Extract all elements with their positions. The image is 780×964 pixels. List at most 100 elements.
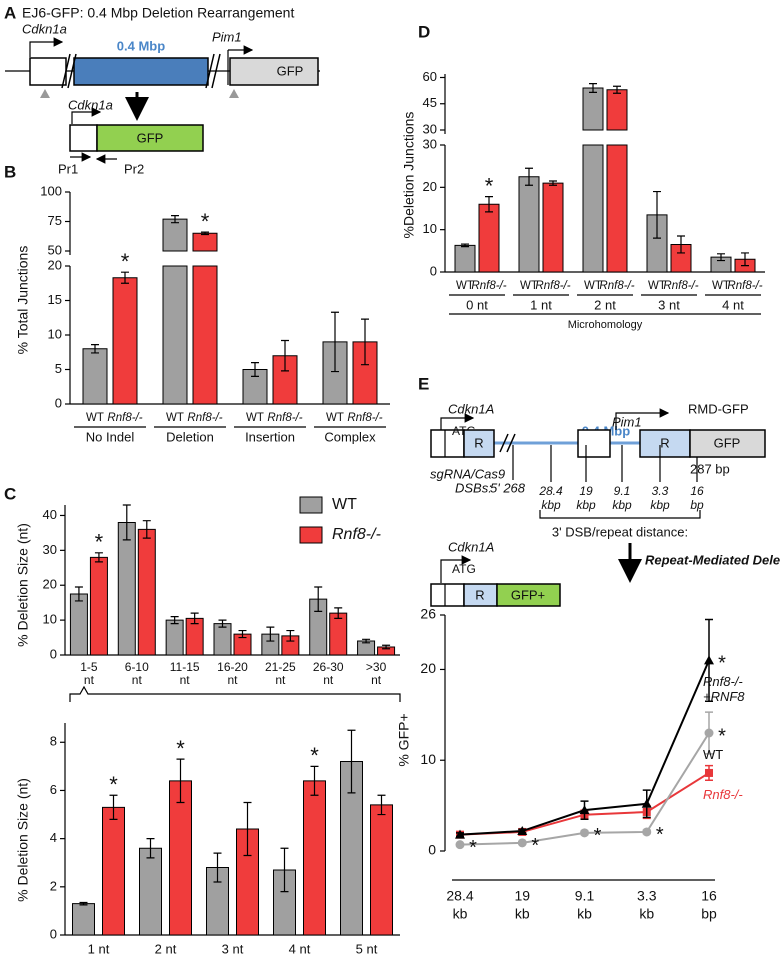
bar-label: WT bbox=[86, 412, 104, 424]
bar bbox=[377, 646, 396, 656]
y-axis-label: % Total Junctions bbox=[15, 246, 31, 355]
reporter-label: GFP bbox=[277, 63, 304, 78]
gene-label: Pim1 bbox=[612, 414, 642, 429]
x-tick-label: 11-15 bbox=[170, 660, 200, 674]
reporter-label: GFP bbox=[137, 130, 164, 145]
x-tick-label: 3 nt bbox=[222, 941, 244, 956]
error-bar bbox=[377, 794, 386, 816]
bar bbox=[102, 806, 125, 936]
marker bbox=[455, 829, 465, 839]
bar-label: WT bbox=[246, 412, 264, 424]
gene-box bbox=[430, 583, 465, 607]
bar bbox=[69, 593, 88, 656]
y-tick-label: 10 bbox=[423, 221, 437, 236]
series-label: Rnf8-/- bbox=[703, 786, 743, 802]
bar bbox=[261, 633, 280, 656]
series-label: Rnf8-/- +RNF8 bbox=[703, 674, 745, 705]
x-tick-label: >30 bbox=[366, 660, 387, 674]
bar bbox=[206, 867, 229, 936]
gene-box bbox=[29, 57, 67, 86]
error-bar bbox=[613, 85, 621, 94]
marker bbox=[517, 826, 528, 836]
repeat-length: 287 bp bbox=[690, 461, 730, 476]
dsb-distance: 19 bbox=[579, 484, 593, 498]
asterisk: * bbox=[485, 173, 494, 198]
error-bar bbox=[361, 318, 369, 366]
error-bar bbox=[146, 838, 155, 859]
panel-label: A bbox=[4, 3, 16, 22]
y-axis-label: % GFP+ bbox=[396, 713, 412, 766]
y-tick-label: 0 bbox=[428, 842, 436, 858]
error-bar bbox=[122, 504, 131, 541]
bar-label: WT bbox=[584, 280, 602, 292]
asterisk: * bbox=[310, 743, 319, 768]
dsb-distance-unit: kbp bbox=[650, 498, 670, 512]
dsb-distance-unit: kbp bbox=[576, 498, 596, 512]
x-tick-label: 19 bbox=[514, 888, 530, 904]
asterisk: * bbox=[469, 837, 477, 859]
bar-label: Rnf8-/- bbox=[107, 412, 142, 424]
promoter-arrow bbox=[29, 37, 64, 57]
marker bbox=[517, 838, 527, 848]
y-tick-label: 50 bbox=[48, 242, 62, 257]
marker bbox=[579, 805, 590, 815]
asterisk: * bbox=[201, 209, 210, 234]
error-bar bbox=[314, 586, 323, 612]
y-tick-label: 6 bbox=[50, 782, 57, 797]
bar-label: Rnf8-/- bbox=[347, 412, 382, 424]
error-bar bbox=[190, 612, 199, 625]
panel-label: D bbox=[418, 22, 430, 41]
x-tick-label: 16-20 bbox=[217, 660, 248, 674]
break-marks bbox=[61, 53, 221, 89]
x-axis-label: Microhomology bbox=[568, 319, 643, 331]
bar-label: WT bbox=[166, 412, 184, 424]
x-tick-unit: kb bbox=[515, 906, 530, 922]
x-tick-label: 2 nt bbox=[594, 297, 616, 312]
bar bbox=[606, 89, 628, 273]
bar bbox=[582, 87, 604, 273]
break-marks bbox=[499, 433, 516, 453]
y-tick-label: 0 bbox=[55, 395, 62, 410]
reporter-name: RMD-GFP bbox=[688, 401, 749, 416]
asterisk: * bbox=[531, 835, 539, 857]
error-bar bbox=[201, 231, 209, 236]
x-tick-label: 28.4 bbox=[446, 888, 473, 904]
error-bar bbox=[653, 190, 661, 239]
x-tick-label: 1 nt bbox=[88, 941, 110, 956]
y-tick-label: 100 bbox=[40, 183, 62, 198]
error-bar bbox=[91, 344, 99, 354]
bar bbox=[185, 617, 204, 656]
bar bbox=[272, 355, 298, 405]
bar-label: Rnf8-/- bbox=[471, 280, 506, 292]
bar bbox=[542, 182, 564, 273]
bar bbox=[281, 635, 300, 656]
x-tick-label: 26-30 bbox=[313, 660, 344, 674]
y-tick-label: 20 bbox=[43, 577, 57, 592]
deletion-label: 0.4 Mbp bbox=[117, 38, 165, 53]
error-bar bbox=[589, 83, 597, 93]
repeat-label: R bbox=[475, 587, 484, 602]
series-label-box: Rnf8-/- bbox=[703, 786, 743, 802]
y-tick-label: 26 bbox=[420, 606, 436, 622]
x-tick-label: No Indel bbox=[86, 429, 135, 444]
x-tick-label: 1 nt bbox=[530, 297, 552, 312]
bar-label: Rnf8-/- bbox=[187, 412, 222, 424]
promoter-arrow bbox=[71, 107, 102, 124]
nuclease-label: sgRNA/Cas9 bbox=[430, 466, 505, 481]
promoter-arrow bbox=[440, 555, 472, 583]
reporter-box bbox=[689, 429, 766, 458]
asterisk: * bbox=[95, 530, 104, 555]
bar-label: Rnf8-/- bbox=[599, 280, 634, 292]
asterisk: * bbox=[121, 249, 130, 274]
bar bbox=[309, 598, 328, 656]
diagram-a: EJ6-GFP: 0.4 Mbp Deletion Rearrangement … bbox=[5, 5, 320, 176]
y-tick-label: 15 bbox=[48, 292, 62, 307]
bar bbox=[322, 341, 348, 405]
legend-label: WT bbox=[332, 496, 357, 513]
x-tick-unit: kb bbox=[577, 906, 592, 922]
bar bbox=[236, 828, 259, 936]
y-axis-label: % Deletion Size (nt) bbox=[15, 778, 31, 902]
marker bbox=[455, 840, 465, 850]
error-bar bbox=[549, 180, 557, 186]
gene-label: Cdkn1a bbox=[68, 97, 113, 112]
